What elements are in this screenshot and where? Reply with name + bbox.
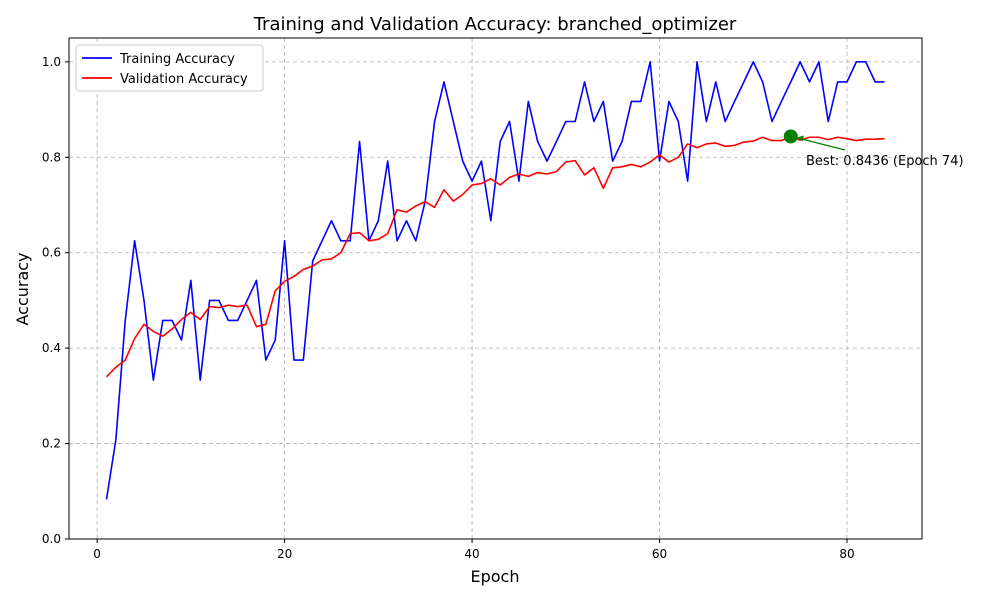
best-arrow-line [799,137,846,151]
x-axis-ticks: 0 20 40 60 80 [93,539,855,561]
y-tick-label: 1.0 [42,55,61,69]
legend-label: Training Accuracy [119,52,235,67]
y-tick-label: 0.6 [42,246,61,260]
legend: Training Accuracy Validation Accuracy [75,44,264,92]
y-axis-ticks: 0.0 0.2 0.4 0.6 0.8 1.0 [42,55,69,546]
x-tick-label: 0 [93,547,101,561]
y-tick-label: 0.0 [42,532,61,546]
series-group [105,61,885,500]
y-axis-label: Accuracy [13,252,32,325]
chart-title: Training and Validation Accuracy: branch… [253,14,737,35]
y-tick-label: 0.8 [42,150,61,164]
best-annotation-group: Best: 0.8436 (Epoch 74) [783,129,964,169]
legend-box [75,44,264,92]
best-arrow-head [796,135,804,142]
validation-accuracy-line [105,135,885,378]
y-tick-label: 0.4 [42,341,61,355]
plot-frame [68,37,923,540]
best-annotation-label: Best: 0.8436 (Epoch 74) [806,154,964,169]
x-tick-label: 80 [839,547,854,561]
best-point-marker [783,129,798,144]
legend-label: Validation Accuracy [120,72,248,87]
training-accuracy-line [105,61,885,500]
y-tick-label: 0.2 [42,437,61,451]
grid-lines [69,38,922,540]
x-tick-label: 20 [277,547,292,561]
x-tick-label: 60 [652,547,667,561]
x-axis-label: Epoch [471,567,520,586]
x-tick-label: 40 [464,547,479,561]
